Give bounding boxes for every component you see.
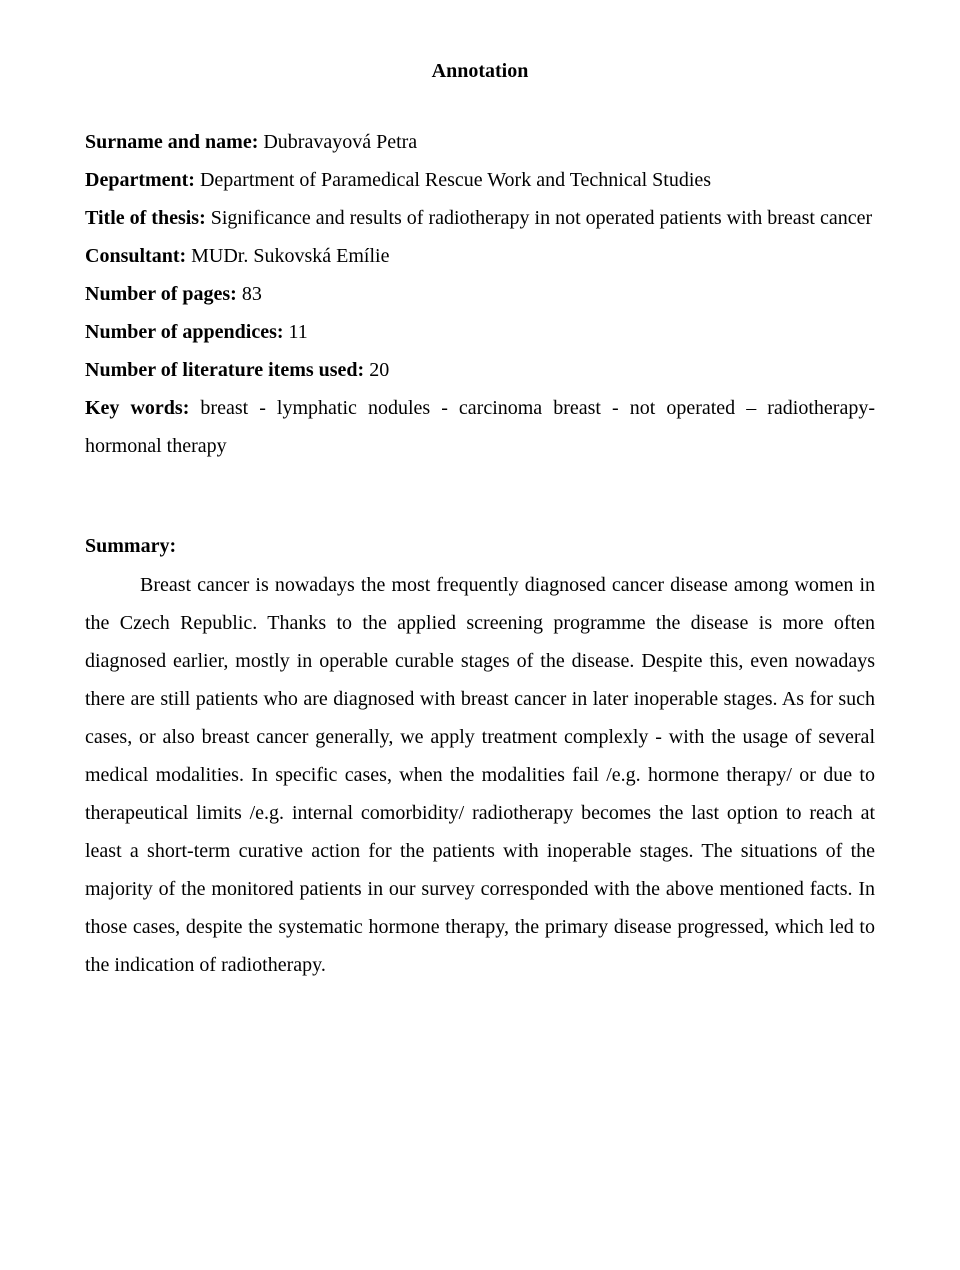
- appendices-label: Number of appendices:: [85, 321, 284, 343]
- department-value: Department of Paramedical Rescue Work an…: [195, 169, 711, 191]
- consultant-value: MUDr. Sukovská Emílie: [186, 245, 389, 267]
- keywords-value: breast - lymphatic nodules - carcinoma b…: [85, 397, 875, 457]
- summary-heading: Summary:: [85, 535, 875, 558]
- thesis-value: Significance and results of radiotherapy…: [206, 207, 872, 229]
- department-label: Department:: [85, 169, 195, 191]
- document-page: Annotation Surname and name: Dubravayová…: [0, 0, 960, 1270]
- meta-surname: Surname and name: Dubravayová Petra: [85, 123, 875, 161]
- consultant-label: Consultant:: [85, 245, 186, 267]
- appendices-value: 11: [284, 321, 308, 343]
- keywords-label: Key words:: [85, 397, 189, 419]
- pages-value: 83: [237, 283, 262, 305]
- surname-label: Surname and name:: [85, 131, 258, 153]
- pages-label: Number of pages:: [85, 283, 237, 305]
- meta-thesis: Title of thesis: Significance and result…: [85, 199, 875, 237]
- literature-value: 20: [364, 359, 389, 381]
- surname-value: Dubravayová Petra: [258, 131, 417, 153]
- literature-label: Number of literature items used:: [85, 359, 364, 381]
- thesis-label: Title of thesis:: [85, 207, 206, 229]
- meta-literature: Number of literature items used: 20: [85, 351, 875, 389]
- meta-pages: Number of pages: 83: [85, 275, 875, 313]
- summary-body: Breast cancer is nowadays the most frequ…: [85, 566, 875, 984]
- meta-consultant: Consultant: MUDr. Sukovská Emílie: [85, 237, 875, 275]
- meta-keywords: Key words: breast - lymphatic nodules - …: [85, 389, 875, 465]
- meta-department: Department: Department of Paramedical Re…: [85, 161, 875, 199]
- meta-appendices: Number of appendices: 11: [85, 313, 875, 351]
- document-title: Annotation: [85, 60, 875, 83]
